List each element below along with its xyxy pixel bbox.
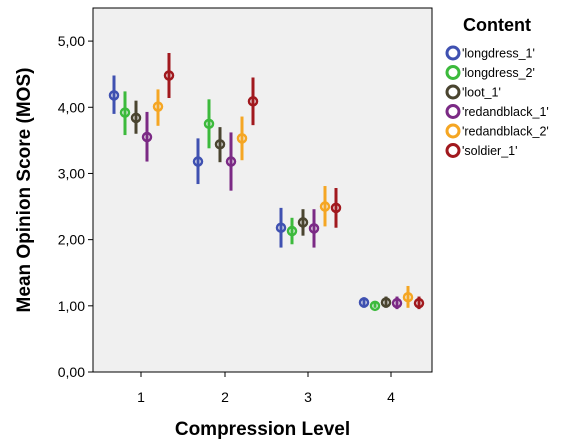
data-point bbox=[286, 225, 298, 237]
legend-label: 'redandblack_2' bbox=[462, 125, 549, 139]
data-point bbox=[130, 112, 142, 124]
data-point bbox=[330, 202, 342, 214]
plot-area bbox=[92, 7, 433, 373]
data-point bbox=[297, 217, 309, 228]
y-axis: 0,00 1,00 2,00 3,00 4,00 5,00 bbox=[58, 33, 93, 380]
legend-marker bbox=[445, 143, 461, 158]
x-tick-label: 2 bbox=[221, 389, 229, 405]
data-point bbox=[402, 291, 414, 303]
legend-label: 'soldier_1' bbox=[462, 144, 518, 158]
data-point bbox=[380, 297, 392, 308]
data-point bbox=[225, 156, 237, 167]
y-tick-label: 0,00 bbox=[58, 364, 85, 380]
y-tick-label: 1,00 bbox=[58, 298, 85, 314]
series-group bbox=[141, 111, 403, 310]
legend-marker bbox=[445, 65, 461, 80]
data-point bbox=[108, 90, 120, 101]
x-tick-label: 1 bbox=[137, 389, 145, 405]
data-point bbox=[319, 201, 331, 212]
data-marks bbox=[108, 53, 425, 312]
x-axis-title: Compression Level bbox=[175, 419, 350, 440]
legend-marker bbox=[445, 45, 461, 61]
data-point bbox=[141, 131, 153, 143]
data-point bbox=[275, 222, 287, 233]
data-point bbox=[369, 300, 381, 312]
legend-label: 'longdress_2' bbox=[462, 66, 535, 80]
legend-marker bbox=[445, 84, 461, 100]
data-point bbox=[247, 96, 259, 107]
legend-title: Content bbox=[463, 15, 531, 35]
x-tick-label: 3 bbox=[304, 389, 312, 405]
series-group bbox=[130, 100, 392, 308]
data-point bbox=[192, 156, 204, 167]
data-point bbox=[236, 133, 248, 144]
legend: Content 'longdress_1' 'longdress_2' 'loot_… bbox=[445, 15, 549, 158]
legend-marker bbox=[445, 104, 461, 119]
data-point bbox=[358, 297, 370, 308]
x-axis: 1 2 3 4 bbox=[137, 372, 395, 405]
series-group bbox=[163, 53, 425, 310]
data-point bbox=[214, 139, 226, 150]
y-axis-title: Mean Opinion Score (MOS) bbox=[14, 68, 35, 313]
data-point bbox=[152, 101, 164, 112]
series-group bbox=[108, 75, 370, 308]
data-point bbox=[119, 107, 131, 118]
legend-label: 'longdress_1' bbox=[462, 47, 535, 61]
series-group bbox=[119, 91, 381, 312]
y-tick-label: 5,00 bbox=[58, 33, 85, 49]
series-group bbox=[152, 89, 414, 308]
legend-label: 'loot_1' bbox=[462, 86, 501, 100]
legend-marker bbox=[445, 123, 461, 139]
legend-label: 'redandblack_1' bbox=[462, 105, 549, 119]
y-tick-label: 3,00 bbox=[58, 165, 85, 181]
y-tick-label: 4,00 bbox=[58, 99, 85, 115]
data-point bbox=[203, 118, 215, 130]
data-point bbox=[163, 70, 175, 81]
y-tick-label: 2,00 bbox=[58, 232, 85, 248]
data-point bbox=[413, 297, 425, 309]
data-point bbox=[308, 223, 320, 234]
data-point bbox=[391, 297, 403, 309]
x-tick-label: 4 bbox=[387, 389, 395, 405]
